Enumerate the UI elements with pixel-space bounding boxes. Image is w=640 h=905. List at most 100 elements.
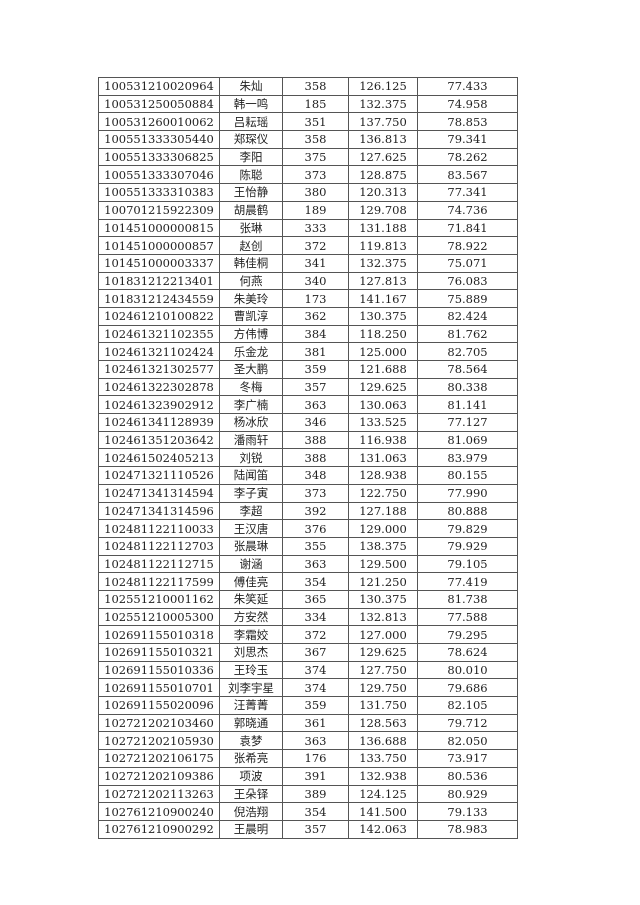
table-row: 102691155010318 李霜姣 372 127.000 79.295 (98, 625, 518, 644)
name-cell: 韩佳桐 (219, 253, 283, 273)
score-cell: 126.125 (348, 77, 418, 96)
table-row: 102761210900240 倪浩翔 354 141.500 79.133 (98, 802, 518, 821)
initial-score-cell: 359 (282, 696, 349, 715)
initial-score-cell: 363 (282, 395, 349, 415)
score-cell: 121.250 (348, 572, 418, 591)
candidate-id-cell: 102461321102355 (98, 324, 220, 344)
table-row: 100551333305440 郑琛仪 358 136.813 79.341 (98, 130, 518, 149)
table-row: 100701215922309 胡晨鹤 189 129.708 74.736 (98, 200, 518, 220)
score-cell: 131.188 (348, 218, 418, 238)
score-cell: 136.688 (348, 731, 418, 751)
score-cell: 142.063 (348, 819, 418, 839)
initial-score-cell: 351 (282, 112, 349, 132)
candidate-id-cell: 102461351203642 (98, 430, 220, 450)
final-score-cell: 77.433 (417, 77, 518, 96)
score-cell: 129.500 (348, 554, 418, 574)
candidate-id-cell: 102481122112715 (98, 554, 220, 574)
final-score-cell: 79.829 (417, 519, 518, 538)
score-cell: 127.000 (348, 625, 418, 644)
name-cell: 胡晨鹤 (219, 200, 283, 220)
initial-score-cell: 359 (282, 360, 349, 379)
candidate-id-cell: 102721202109386 (98, 766, 220, 786)
initial-score-cell: 374 (282, 678, 349, 698)
initial-score-cell: 346 (282, 413, 349, 432)
table-row: 101451000003337 韩佳桐 341 132.375 75.071 (98, 253, 518, 273)
initial-score-cell: 189 (282, 200, 349, 220)
final-score-cell: 79.712 (417, 713, 518, 733)
score-cell: 129.708 (348, 200, 418, 220)
table-row: 102461323902912 李广楠 363 130.063 81.141 (98, 395, 518, 415)
table-row: 102691155010701 刘李宇星 374 129.750 79.686 (98, 678, 518, 698)
name-cell: 王玲玉 (219, 660, 283, 680)
table-row: 101831212434559 朱美玲 173 141.167 75.889 (98, 289, 518, 308)
initial-score-cell: 334 (282, 607, 349, 627)
candidate-id-cell: 102721202113263 (98, 784, 220, 804)
candidate-id-cell: 102461323902912 (98, 395, 220, 415)
final-score-cell: 80.929 (417, 784, 518, 804)
name-cell: 吕耘瑶 (219, 112, 283, 132)
name-cell: 陆闻笛 (219, 466, 283, 485)
candidate-id-cell: 100551333307046 (98, 165, 220, 185)
candidate-id-cell: 100551333305440 (98, 130, 220, 149)
candidate-id-cell: 102461341128939 (98, 413, 220, 432)
final-score-cell: 81.141 (417, 395, 518, 415)
score-cell: 138.375 (348, 536, 418, 556)
initial-score-cell: 372 (282, 236, 349, 255)
final-score-cell: 78.922 (417, 236, 518, 255)
table-row: 102691155010321 刘思杰 367 129.625 78.624 (98, 643, 518, 662)
name-cell: 曹凯淳 (219, 306, 283, 326)
name-cell: 刘李宇星 (219, 678, 283, 698)
score-cell: 133.525 (348, 413, 418, 432)
name-cell: 朱笑延 (219, 589, 283, 609)
score-cell: 132.375 (348, 94, 418, 114)
name-cell: 杨冰欣 (219, 413, 283, 432)
candidate-id-cell: 101451000003337 (98, 253, 220, 273)
final-score-cell: 71.841 (417, 218, 518, 238)
name-cell: 赵创 (219, 236, 283, 255)
name-cell: 刘锐 (219, 448, 283, 468)
initial-score-cell: 363 (282, 554, 349, 574)
final-score-cell: 82.050 (417, 731, 518, 751)
candidate-id-cell: 102471321110526 (98, 466, 220, 485)
final-score-cell: 73.917 (417, 749, 518, 768)
initial-score-cell: 380 (282, 183, 349, 202)
final-score-cell: 79.105 (417, 554, 518, 574)
candidate-id-cell: 102481122112703 (98, 536, 220, 556)
name-cell: 李霜姣 (219, 625, 283, 644)
score-cell: 129.000 (348, 519, 418, 538)
initial-score-cell: 365 (282, 589, 349, 609)
final-score-cell: 77.341 (417, 183, 518, 202)
final-score-cell: 79.341 (417, 130, 518, 149)
final-score-cell: 78.564 (417, 360, 518, 379)
table-row: 100531250050884 韩一鸣 185 132.375 74.958 (98, 94, 518, 114)
final-score-cell: 82.105 (417, 696, 518, 715)
final-score-cell: 82.424 (417, 306, 518, 326)
candidate-id-cell: 102551210001162 (98, 589, 220, 609)
name-cell: 傅佳亮 (219, 572, 283, 591)
candidate-id-cell: 102691155010321 (98, 643, 220, 662)
score-cell: 141.167 (348, 289, 418, 308)
candidate-id-cell: 100551333310383 (98, 183, 220, 202)
score-cell: 141.500 (348, 802, 418, 821)
name-cell: 倪浩翔 (219, 802, 283, 821)
final-score-cell: 77.588 (417, 607, 518, 627)
initial-score-cell: 340 (282, 271, 349, 291)
candidate-id-cell: 100531210020964 (98, 77, 220, 96)
score-cell: 128.938 (348, 466, 418, 485)
initial-score-cell: 173 (282, 289, 349, 308)
candidate-id-cell: 102721202105930 (98, 731, 220, 751)
name-cell: 郭晓通 (219, 713, 283, 733)
score-cell: 122.750 (348, 483, 418, 503)
name-cell: 冬梅 (219, 377, 283, 397)
table-row: 100531260010062 吕耘瑶 351 137.750 78.853 (98, 112, 518, 132)
candidate-id-cell: 102461322302878 (98, 377, 220, 397)
final-score-cell: 80.536 (417, 766, 518, 786)
initial-score-cell: 374 (282, 660, 349, 680)
initial-score-cell: 341 (282, 253, 349, 273)
final-score-cell: 79.133 (417, 802, 518, 821)
score-cell: 136.813 (348, 130, 418, 149)
table-row: 102471341314596 李超 392 127.188 80.888 (98, 501, 518, 521)
table-row: 102761210900292 王晨明 357 142.063 78.983 (98, 819, 518, 839)
initial-score-cell: 376 (282, 519, 349, 538)
name-cell: 谢涵 (219, 554, 283, 574)
